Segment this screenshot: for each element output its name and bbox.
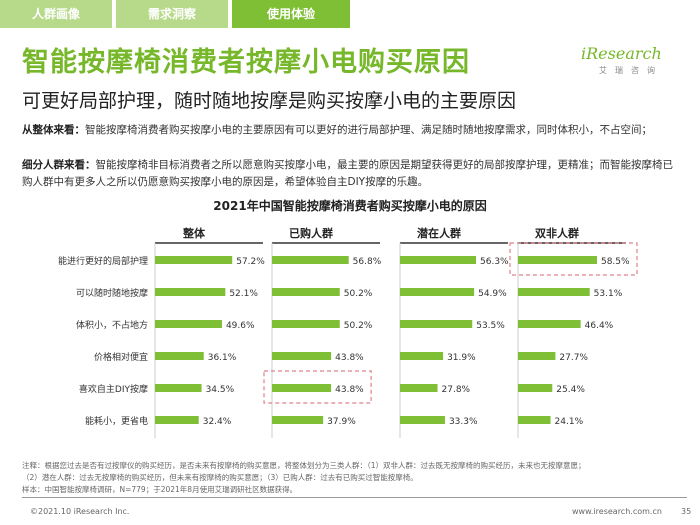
bar-chart: 能进行更好的局部护理可以随时随地按摩体积小，不占地方价格相对便宜喜欢自主DIY按… — [58, 226, 638, 438]
tab-demand-insight[interactable]: 需求洞察 — [116, 0, 228, 28]
footnote-line-3: 样本：中国智能按摩椅调研，N=779；于2021年8月使用艾瑞调研社区数据获得。 — [22, 485, 298, 494]
bar — [155, 384, 202, 392]
data-label: 31.9% — [447, 353, 476, 363]
category-label: 喜欢自主DIY按摩 — [79, 383, 148, 395]
bar — [400, 320, 473, 328]
bar — [272, 384, 332, 392]
data-label: 36.1% — [208, 353, 237, 363]
overall-paragraph: 从整体来看：智能按摩椅消费者购买按摩小电的主要原因有可以更好的进行局部护理、满足… — [22, 122, 682, 139]
data-label: 27.8% — [442, 385, 471, 395]
top-tab-bar: 人群画像 需求洞察 使用体验 — [0, 0, 350, 28]
data-label: 53.1% — [594, 289, 623, 299]
data-label: 43.8% — [335, 353, 364, 363]
footnote-line-2: （2）潜在人群：过去无按摩椅的购买经历，但未来有按摩椅的购买意愿；（3）已购人群… — [22, 473, 418, 482]
chart-title: 2021年中国智能按摩椅消费者购买按摩小电的原因 — [213, 199, 487, 213]
bar — [155, 416, 199, 424]
highlight-box — [509, 242, 638, 276]
footnote: 注释：根据您过去是否有过按摩仪的购买经历，是否未来有按摩椅的购买意愿，将整体划分… — [22, 460, 687, 496]
data-label: 56.8% — [353, 257, 382, 267]
series-header: 双非人群 — [535, 226, 579, 240]
category-label: 价格相对便宜 — [94, 351, 148, 363]
series-header: 已购人群 — [289, 226, 333, 240]
data-label: 53.5% — [476, 321, 505, 331]
bar — [272, 352, 332, 360]
data-label: 25.4% — [556, 385, 585, 395]
segment-paragraph: 细分人群来看：智能按摩椅非目标消费者之所以愿意购买按摩小电，最主要的原因是期望获… — [22, 157, 682, 191]
page-number: 35 — [681, 507, 692, 516]
data-label: 46.4% — [585, 321, 614, 331]
bar — [518, 288, 590, 296]
data-label: 37.9% — [327, 417, 356, 427]
segment-text: 智能按摩椅非目标消费者之所以愿意购买按摩小电，最主要的原因是期望获得更好的局部按… — [22, 159, 673, 188]
logo-text: iResearch — [581, 44, 662, 63]
bar — [518, 416, 551, 424]
data-label: 57.2% — [236, 257, 265, 267]
bar — [155, 320, 222, 328]
series-header: 整体 — [182, 226, 206, 240]
bar — [155, 352, 204, 360]
category-label: 能耗小，更省电 — [85, 415, 148, 427]
data-label: 52.1% — [229, 289, 258, 299]
series-header: 潜在人群 — [417, 226, 461, 240]
data-label: 54.9% — [478, 289, 507, 299]
data-label: 43.8% — [335, 385, 364, 395]
bar — [400, 256, 477, 264]
highlight-box — [263, 370, 372, 404]
data-label: 33.3% — [449, 417, 478, 427]
data-label: 24.1% — [555, 417, 584, 427]
data-label: 50.2% — [344, 321, 373, 331]
category-label: 能进行更好的局部护理 — [58, 255, 148, 267]
page-subtitle: 可更好局部护理，随时随地按摩是购买按摩小电的主要原因 — [22, 90, 517, 112]
iresearch-logo: iResearch 艾瑞咨询 — [581, 44, 681, 76]
data-label: 27.7% — [559, 353, 588, 363]
overall-text: 智能按摩椅消费者购买按摩小电的主要原因有可以更好的进行局部护理、满足随时随地按摩… — [85, 124, 652, 136]
bar — [155, 288, 226, 296]
bar — [400, 352, 444, 360]
data-label: 50.2% — [344, 289, 373, 299]
bar — [518, 256, 597, 264]
copyright: ©2021.10 iResearch Inc. — [30, 507, 130, 516]
data-label: 34.5% — [206, 385, 235, 395]
tab-user-experience[interactable]: 使用体验 — [232, 0, 350, 28]
overall-label: 从整体来看： — [22, 124, 85, 136]
logo-subtext: 艾瑞咨询 — [599, 66, 663, 75]
bar — [272, 416, 324, 424]
category-label: 体积小，不占地方 — [76, 319, 148, 331]
bar — [272, 288, 340, 296]
data-label: 56.3% — [480, 257, 509, 267]
tab-persona[interactable]: 人群画像 — [0, 0, 112, 28]
website-url: www.iresearch.com.cn — [572, 507, 662, 516]
bar — [155, 256, 233, 264]
bar — [400, 384, 438, 392]
bar — [400, 416, 445, 424]
bar — [272, 320, 340, 328]
page-title: 智能按摩椅消费者按摩小电购买原因 — [22, 47, 470, 78]
category-label: 可以随时随地按摩 — [76, 287, 148, 299]
footer-divider — [22, 497, 687, 498]
data-label: 32.4% — [203, 417, 232, 427]
footnote-line-1: 注释：根据您过去是否有过按摩仪的购买经历，是否未来有按摩椅的购买意愿，将整体划分… — [22, 461, 586, 470]
bar — [272, 256, 349, 264]
data-label: 49.6% — [226, 321, 255, 331]
bar — [400, 288, 475, 296]
bar — [518, 352, 556, 360]
segment-label: 细分人群来看： — [22, 159, 96, 171]
data-label: 58.5% — [601, 257, 630, 267]
bar — [518, 320, 581, 328]
bar — [518, 384, 553, 392]
